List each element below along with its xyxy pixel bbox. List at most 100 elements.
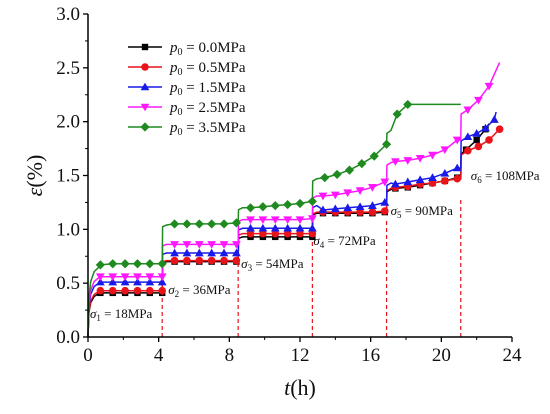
- stage-markers-layer: [161, 197, 462, 337]
- series-4-point-7: [182, 219, 192, 229]
- series-3-point-15: [283, 216, 293, 225]
- series-3-point-20: [343, 189, 353, 198]
- stress-annotation-5: σ5 = 90MPa: [391, 203, 454, 220]
- series-2-point-2: [120, 277, 130, 286]
- x-tick-label-0: 0: [83, 345, 93, 366]
- series-2-point-19: [330, 204, 340, 213]
- series-4-point-17: [307, 196, 317, 206]
- y-tick-label-0: 0.0: [56, 327, 80, 348]
- series-3-point-4: [145, 273, 155, 282]
- series-3-point-5: [157, 273, 167, 282]
- legend-marker-0: [141, 43, 149, 51]
- series-3-point-31: [474, 96, 483, 105]
- series-3-point-11: [232, 241, 241, 249]
- series-3-point-24: [391, 158, 400, 166]
- series-1-point-7: [183, 256, 191, 265]
- series-3-point-7: [182, 241, 192, 249]
- series-4-point-6: [169, 219, 180, 229]
- series-3-point-6: [170, 241, 179, 249]
- series-2-point-18: [318, 205, 328, 214]
- legend-marker-3: [140, 103, 150, 112]
- series-3-point-8: [194, 241, 204, 249]
- x-tick-label-2: 8: [225, 345, 235, 366]
- series-4-point-24: [392, 109, 402, 119]
- series-1-point-28: [441, 177, 449, 185]
- series-2-point-28: [440, 168, 450, 177]
- series-0-point-31: [473, 136, 480, 144]
- series-1-point-9: [207, 256, 216, 265]
- series-2-point-16: [295, 223, 305, 232]
- series-1-point-14: [271, 229, 280, 238]
- series-2-point-10: [219, 248, 229, 257]
- series-4-point-2: [120, 259, 130, 269]
- stress-annotation-2: σ2 = 36MPa: [168, 282, 231, 299]
- series-3-point-18: [318, 192, 328, 201]
- legend-label-4: p0 = 3.5MPa: [169, 120, 246, 138]
- series-2-point-31: [472, 129, 482, 137]
- y-axis-label: ε(%): [22, 155, 47, 197]
- series-line-2: [87, 111, 497, 338]
- series-1-point-10: [220, 256, 228, 265]
- series-3-point-22: [368, 184, 377, 192]
- series-3-point-19: [330, 191, 340, 200]
- series-2-point-17: [307, 223, 317, 232]
- x-tick-label-6: 24: [503, 345, 523, 366]
- series-4-point-9: [207, 219, 217, 229]
- legend-label-3: p0 = 2.5MPa: [169, 100, 246, 118]
- legend-label-0: p0 = 0.0MPa: [169, 40, 246, 58]
- series-4-point-5: [157, 259, 167, 269]
- series-2-point-0: [95, 277, 105, 286]
- series-4-point-8: [194, 219, 204, 229]
- series-2-point-12: [246, 223, 255, 232]
- y-tick-label-4: 2.0: [56, 112, 80, 133]
- annotations-layer: σ1 = 18MPa σ2 = 36MPa σ3 = 54MPa σ4 = 72MPa…: [90, 168, 540, 323]
- series-1-point-4: [146, 286, 154, 295]
- series-2-point-11: [232, 248, 241, 257]
- series-2-point-26: [415, 175, 425, 184]
- series-3-point-1: [108, 273, 118, 282]
- series-2-point-25: [403, 177, 413, 186]
- series-2-point-13: [258, 223, 268, 232]
- series-2-point-1: [108, 277, 118, 286]
- series-3-point-3: [133, 273, 142, 282]
- y-tick-label-5: 2.5: [56, 58, 80, 79]
- series-1-point-33: [495, 125, 504, 134]
- series-3-point-16: [295, 216, 305, 225]
- series-1-point-21: [356, 208, 364, 216]
- series-4-point-13: [258, 202, 268, 212]
- series-3-point-21: [355, 187, 365, 195]
- series-2-point-14: [270, 223, 280, 232]
- series-2-point-3: [133, 277, 142, 286]
- series-4-point-0: [95, 260, 105, 270]
- series-3-point-25: [403, 157, 413, 165]
- x-tick-label-4: 16: [361, 345, 380, 366]
- series-1-point-30: [464, 146, 472, 155]
- series-2-point-30: [463, 132, 473, 141]
- series-3-point-12: [246, 216, 255, 225]
- x-axis-label: t(h): [284, 375, 316, 400]
- series-3-point-14: [270, 216, 280, 225]
- series-3-point-27: [428, 151, 437, 160]
- y-tick-label-3: 1.5: [56, 166, 80, 187]
- series-2-point-8: [194, 248, 204, 257]
- stress-annotation-6: σ6 = 108MPa: [471, 168, 540, 185]
- legend-marker-2: [140, 82, 150, 91]
- series-2-point-4: [145, 277, 155, 286]
- series-2-point-21: [355, 202, 365, 211]
- series-3-point-32: [484, 82, 494, 91]
- axes-layer: 0 4 8 12 16 20 24 0.0 0.5 1.0 1.5 2.0 2.5 3.0 t(h) ε(%): [22, 4, 522, 400]
- series-1-point-31: [474, 142, 483, 151]
- series-4-point-4: [145, 259, 155, 269]
- series-4-point-18: [320, 173, 330, 183]
- series-3-point-30: [463, 106, 473, 115]
- series-2-point-24: [391, 179, 400, 188]
- series-1-point-32: [485, 136, 493, 144]
- series-4-point-14: [270, 201, 280, 211]
- series-1-point-29: [453, 174, 462, 183]
- series-1-point-23: [381, 207, 389, 215]
- legend-label-1: p0 = 0.5MPa: [169, 60, 246, 78]
- x-tick-label-5: 20: [432, 345, 451, 366]
- series-4-point-23: [381, 139, 392, 149]
- series-1-point-22: [368, 208, 377, 216]
- series-4-point-22: [369, 151, 379, 161]
